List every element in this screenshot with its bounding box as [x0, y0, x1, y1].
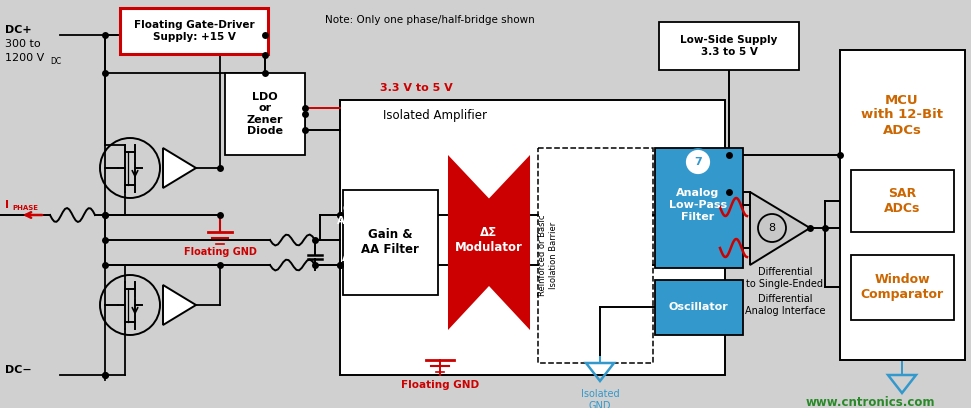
- Text: www.cntronics.com: www.cntronics.com: [805, 395, 935, 408]
- Bar: [538, 148, 653, 363]
- Text: Note: Only one phase/half-bridge shown: Note: Only one phase/half-bridge shown: [325, 15, 535, 25]
- Text: DC: DC: [50, 58, 61, 67]
- Bar: [659, 22, 799, 70]
- Text: 1200 V: 1200 V: [5, 53, 45, 63]
- Text: DC−: DC−: [5, 365, 32, 375]
- Bar: [120, 8, 268, 54]
- Text: ΔΣ
Modulator: ΔΣ Modulator: [455, 226, 523, 254]
- Polygon shape: [750, 192, 810, 265]
- Text: 8: 8: [768, 223, 776, 233]
- Text: 7: 7: [694, 157, 702, 167]
- Bar: [851, 170, 954, 232]
- Text: Oscillator: Oscillator: [668, 302, 728, 312]
- Text: 300 to: 300 to: [5, 39, 41, 49]
- Text: Gain &
AA Filter: Gain & AA Filter: [361, 228, 419, 256]
- Text: DC+: DC+: [5, 25, 32, 35]
- Text: 3.3 V to 5 V: 3.3 V to 5 V: [380, 83, 452, 93]
- Text: Reinforced or Basic
Isolation Barrier: Reinforced or Basic Isolation Barrier: [538, 214, 557, 296]
- Text: PHASE: PHASE: [12, 205, 38, 211]
- Text: Window
Comparator: Window Comparator: [860, 273, 944, 301]
- Bar: [655, 148, 743, 268]
- Circle shape: [685, 149, 711, 175]
- Text: Differential
to Single-Ended: Differential to Single-Ended: [747, 267, 823, 289]
- Text: Floating GND: Floating GND: [401, 380, 479, 390]
- Polygon shape: [448, 155, 530, 330]
- Text: Isolated Amplifier: Isolated Amplifier: [383, 109, 487, 122]
- Text: Floating Gate-Driver
Supply: +15 V: Floating Gate-Driver Supply: +15 V: [134, 20, 254, 42]
- Bar: [851, 255, 954, 320]
- Text: Isolated
GND: Isolated GND: [581, 389, 619, 408]
- Bar: [340, 100, 725, 375]
- Polygon shape: [448, 155, 530, 330]
- Text: LDO
or
Zener
Diode: LDO or Zener Diode: [247, 92, 284, 136]
- Text: Analog
Low-Pass
Filter: Analog Low-Pass Filter: [669, 188, 727, 222]
- Text: Gain &
AA Filter: Gain & AA Filter: [343, 241, 393, 263]
- Text: Low-Side Supply
3.3 to 5 V: Low-Side Supply 3.3 to 5 V: [681, 35, 778, 57]
- Text: MCU
with 12-Bit
ADCs: MCU with 12-Bit ADCs: [861, 93, 943, 137]
- Text: Floating GND: Floating GND: [184, 247, 256, 257]
- Text: Gain &
AA Filter: Gain & AA Filter: [337, 204, 388, 226]
- Text: Differential
Analog Interface: Differential Analog Interface: [745, 294, 825, 316]
- Polygon shape: [163, 148, 196, 188]
- Polygon shape: [163, 285, 196, 325]
- Bar: [343, 190, 438, 295]
- Circle shape: [758, 214, 786, 242]
- Text: I: I: [5, 200, 9, 210]
- Bar: [655, 280, 743, 335]
- Text: SAR
ADCs: SAR ADCs: [884, 187, 921, 215]
- Bar: [840, 50, 965, 360]
- Bar: [225, 73, 305, 155]
